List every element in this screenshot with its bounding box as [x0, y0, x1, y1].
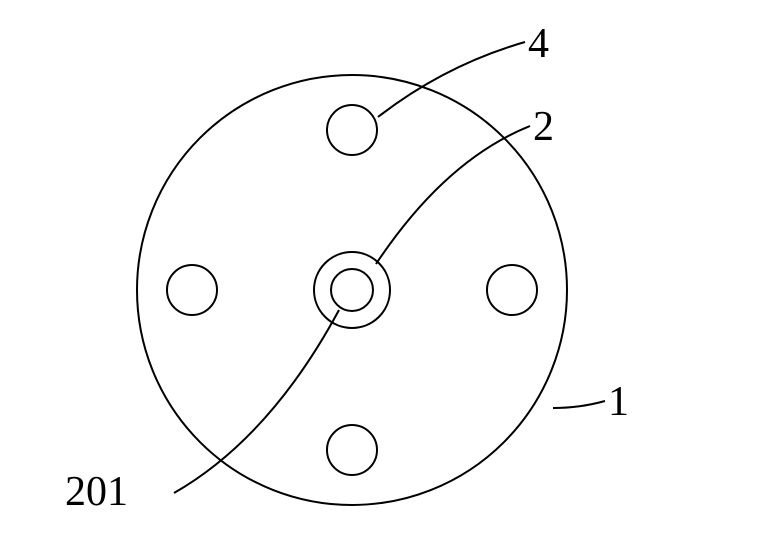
label-201: 201 [65, 468, 128, 516]
label-2: 2 [533, 103, 554, 151]
label-1: 1 [608, 378, 629, 426]
label-4: 4 [528, 20, 549, 68]
